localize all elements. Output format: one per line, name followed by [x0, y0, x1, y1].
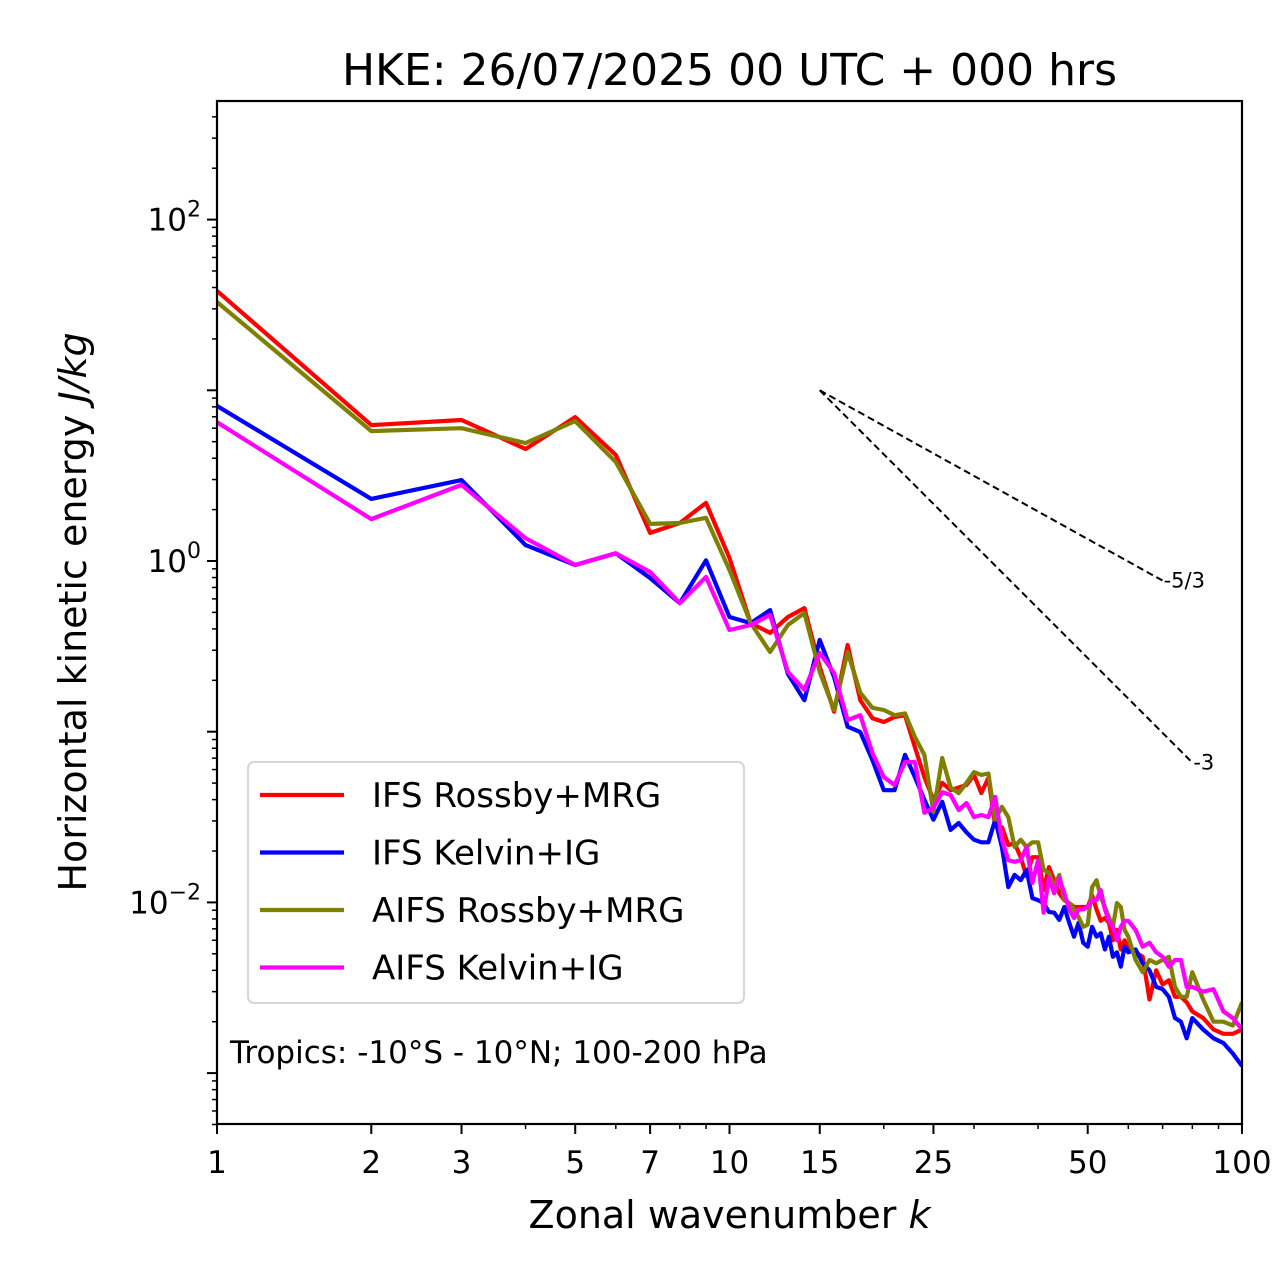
x-tick-label: 5: [565, 1145, 585, 1181]
legend-item-ifs-rossby-mrg: IFS Rossby+MRG: [260, 776, 661, 816]
x-tick-label: 100: [1212, 1145, 1271, 1181]
y-axis-label-unit: J/kg: [51, 332, 95, 409]
x-tick-label: 25: [914, 1145, 953, 1181]
x-tick-label: 50: [1068, 1145, 1107, 1181]
x-axis-label-symbol: k: [908, 1193, 932, 1237]
region-annotation: Tropics: -10°S - 10°N; 100-200 hPa: [229, 1035, 768, 1071]
legend: IFS Rossby+MRG IFS Kelvin+IG AIFS Rossby+M…: [247, 761, 745, 1004]
x-axis-ticks: 1 2 3 5 7 10 15 25 50 100: [207, 1124, 1272, 1181]
legend-label: IFS Kelvin+IG: [372, 834, 600, 874]
x-axis-label-text: Zonal wavenumber: [529, 1193, 897, 1237]
reference-labels: -5/3 -3: [1164, 569, 1215, 775]
x-axis-label: Zonal wavenumber k: [529, 1193, 933, 1237]
y-axis-ticks: 102 100 10−2: [129, 116, 217, 1126]
legend-item-aifs-rossby-mrg: AIFS Rossby+MRG: [260, 891, 684, 931]
x-tick-label: 10: [710, 1145, 749, 1181]
y-axis-label: Horizontal kinetic energy J/kg: [51, 332, 95, 891]
legend-label: AIFS Kelvin+IG: [372, 949, 624, 989]
x-tick-label: 15: [800, 1145, 839, 1181]
y-axis-label-text: Horizontal kinetic energy: [51, 415, 95, 892]
legend-item-aifs-kelvin-ig: AIFS Kelvin+IG: [260, 949, 624, 989]
x-tick-label: 3: [452, 1145, 472, 1181]
x-tick-label: 2: [361, 1145, 381, 1181]
x-tick-label: 1: [207, 1145, 227, 1181]
ref-label-minus-5-3: -5/3: [1164, 569, 1205, 593]
series-lines: [217, 289, 1242, 1068]
legend-label: IFS Rossby+MRG: [372, 776, 661, 816]
y-tick-label: 10−2: [129, 880, 201, 921]
legend-label: AIFS Rossby+MRG: [372, 891, 684, 931]
y-tick-label: 100: [148, 539, 201, 580]
ref-label-minus-3: -3: [1193, 751, 1214, 775]
chart-title: HKE: 26/07/2025 00 UTC + 000 hrs: [342, 45, 1117, 96]
x-tick-label: 7: [640, 1145, 660, 1181]
y-tick-label: 102: [148, 198, 201, 239]
series-line-aifs-kelvin-ig: [217, 420, 1242, 1031]
legend-box: [247, 761, 745, 1004]
legend-item-ifs-kelvin-ig: IFS Kelvin+IG: [260, 834, 600, 874]
